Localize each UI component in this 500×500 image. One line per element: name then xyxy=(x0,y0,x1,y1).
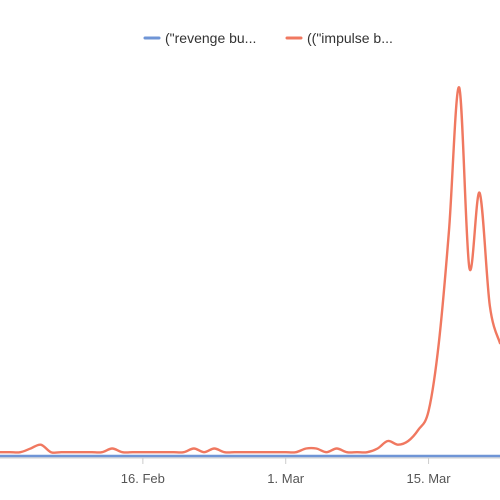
x-tick-label: 15. Mar xyxy=(407,471,452,486)
x-axis: 16. Feb 1. Mar 15. Mar xyxy=(0,457,500,486)
series-line-1 xyxy=(0,86,500,454)
legend-label-0[interactable]: ("revenge bu... xyxy=(165,30,256,46)
x-tick-label: 16. Feb xyxy=(121,471,165,486)
plot-area xyxy=(0,86,500,458)
legend-label-1[interactable]: (("impulse b... xyxy=(307,30,393,46)
legend: ("revenge bu... (("impulse b... xyxy=(143,30,393,46)
x-tick-label: 1. Mar xyxy=(267,471,305,486)
